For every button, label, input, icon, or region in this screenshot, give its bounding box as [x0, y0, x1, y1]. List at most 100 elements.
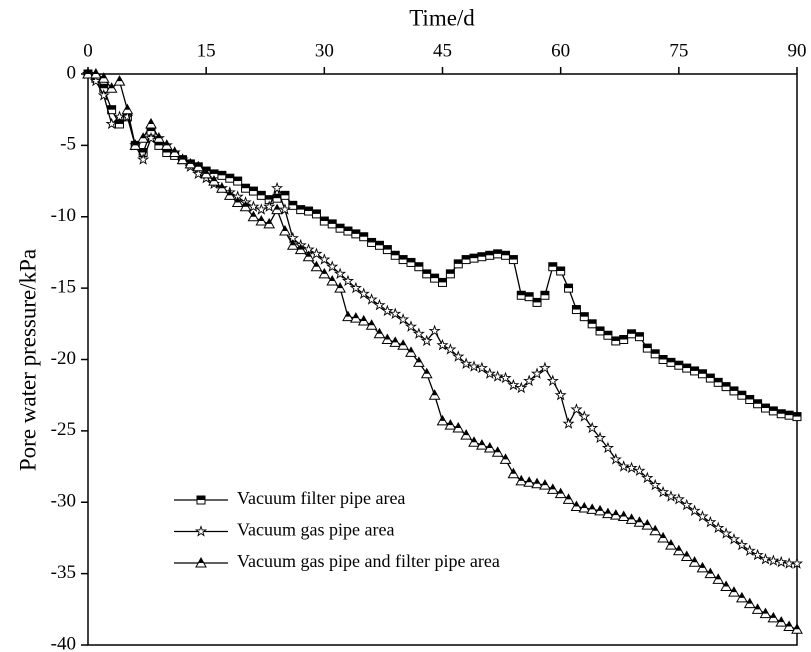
marker: [420, 334, 433, 347]
marker: [601, 441, 614, 454]
marker: [783, 620, 795, 631]
marker: [326, 260, 339, 272]
marker: [153, 132, 165, 143]
marker-fill: [534, 478, 540, 484]
marker: [97, 72, 110, 83]
marker-fill: [99, 84, 108, 89]
marker: [294, 243, 307, 255]
marker: [327, 219, 337, 229]
marker-fill: [652, 525, 658, 531]
marker-fill: [493, 249, 502, 254]
marker: [579, 312, 589, 322]
marker-fill: [93, 69, 99, 74]
marker: [595, 326, 605, 336]
marker-fill: [345, 311, 351, 317]
marker: [633, 516, 646, 527]
marker: [341, 274, 355, 287]
marker-fill: [258, 216, 264, 222]
x-axis-title: Time/d: [409, 5, 475, 30]
marker: [720, 527, 733, 539]
marker-fill: [737, 391, 746, 396]
marker-fill: [132, 140, 138, 146]
marker: [248, 186, 258, 196]
marker-fill: [312, 209, 321, 214]
marker: [721, 382, 731, 392]
marker: [562, 493, 575, 504]
marker-fill: [416, 357, 422, 363]
marker-fill: [533, 298, 542, 303]
marker-fill: [477, 252, 486, 257]
marker: [532, 297, 542, 307]
marker-fill: [572, 305, 581, 310]
marker: [530, 367, 544, 379]
marker: [302, 250, 315, 262]
marker-fill: [470, 254, 479, 259]
marker: [145, 117, 157, 129]
marker-fill: [509, 255, 518, 260]
marker-fill: [107, 105, 116, 110]
marker-fill: [274, 204, 280, 210]
marker: [501, 250, 511, 260]
marker: [666, 357, 676, 367]
marker: [334, 282, 346, 293]
marker: [578, 501, 591, 513]
marker-fill: [540, 291, 549, 296]
marker: [397, 339, 409, 350]
marker: [461, 255, 471, 265]
marker: [436, 414, 449, 426]
marker-fill: [336, 224, 345, 229]
marker-fill: [619, 335, 628, 340]
marker-fill: [455, 423, 461, 429]
marker-fill: [707, 568, 713, 574]
y-tick-label: -20: [51, 348, 76, 369]
marker-fill: [548, 262, 557, 267]
marker: [200, 167, 213, 179]
marker: [523, 374, 536, 387]
marker-fill: [438, 278, 447, 283]
marker-fill: [250, 211, 256, 217]
marker: [475, 361, 488, 374]
marker: [790, 557, 804, 569]
marker: [704, 515, 717, 528]
marker: [296, 205, 306, 215]
marker: [445, 269, 455, 279]
marker: [469, 253, 479, 263]
marker-fill: [588, 319, 597, 324]
marker-fill: [676, 545, 682, 551]
marker: [649, 478, 662, 491]
marker: [404, 320, 418, 332]
marker-fill: [249, 187, 258, 192]
marker: [168, 146, 181, 158]
marker-fill: [273, 194, 282, 199]
marker: [326, 274, 339, 286]
marker: [105, 82, 118, 93]
marker: [728, 586, 740, 597]
marker: [609, 509, 622, 520]
marker-fill: [668, 540, 674, 546]
marker: [477, 252, 487, 262]
legend-label: Vacuum gas pipe and filter pipe area: [237, 551, 500, 571]
marker: [225, 173, 235, 183]
marker-fill: [706, 374, 715, 379]
marker-fill: [446, 269, 455, 274]
x-tick-label: 60: [551, 40, 570, 61]
marker: [625, 513, 638, 524]
marker-fill: [503, 454, 509, 460]
marker: [271, 203, 283, 215]
marker-fill: [198, 558, 204, 563]
marker: [263, 200, 276, 212]
marker: [216, 182, 228, 193]
marker: [367, 237, 377, 247]
marker-fill: [580, 312, 589, 317]
marker-fill: [195, 161, 201, 167]
marker: [452, 421, 465, 433]
x-tick-label: 30: [315, 40, 334, 61]
marker-fill: [684, 551, 690, 557]
marker-fill: [462, 255, 471, 260]
marker-fill: [197, 496, 205, 500]
marker-fill: [288, 201, 297, 206]
marker-fill: [629, 514, 635, 520]
marker-fill: [414, 262, 423, 267]
marker: [507, 467, 520, 479]
marker: [357, 314, 370, 326]
